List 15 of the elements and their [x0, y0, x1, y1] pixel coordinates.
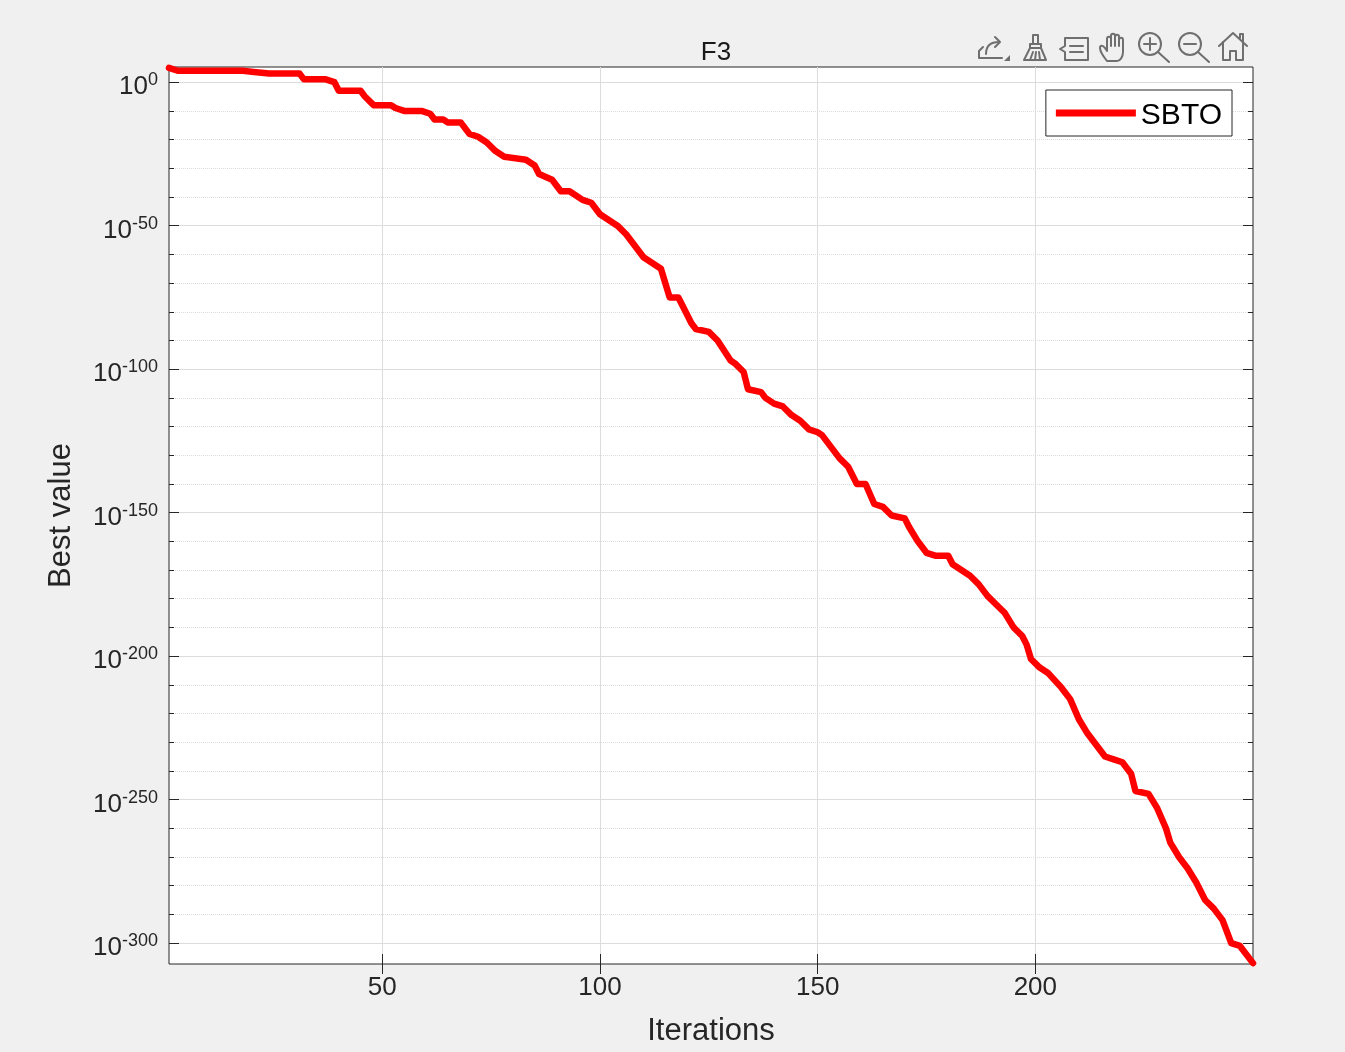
x-tick-label: 50 — [367, 971, 397, 1001]
y-tick-label: 10$^{-50}$ — [103, 212, 158, 244]
legend-label: SBTO — [1140, 96, 1222, 130]
y-tick-label: 10$^{-100}$ — [93, 356, 158, 388]
y-tick-label: 10$^{0}$ — [119, 69, 158, 101]
x-axis-title: Iterations — [647, 1012, 775, 1047]
chart-title: F3 — [700, 36, 732, 66]
y-tick-label: 10$^{-300}$ — [93, 930, 158, 962]
y-tick-label: 10$^{-250}$ — [93, 786, 158, 818]
x-tick-label: 100 — [578, 971, 622, 1001]
x-tick-label: 200 — [1013, 971, 1058, 1001]
y-axis-title: Best value — [42, 443, 77, 588]
y-tick-label: 10$^{-150}$ — [93, 499, 158, 531]
y-tick-label: 10$^{-200}$ — [93, 643, 158, 675]
x-tick-label: 150 — [795, 971, 840, 1001]
